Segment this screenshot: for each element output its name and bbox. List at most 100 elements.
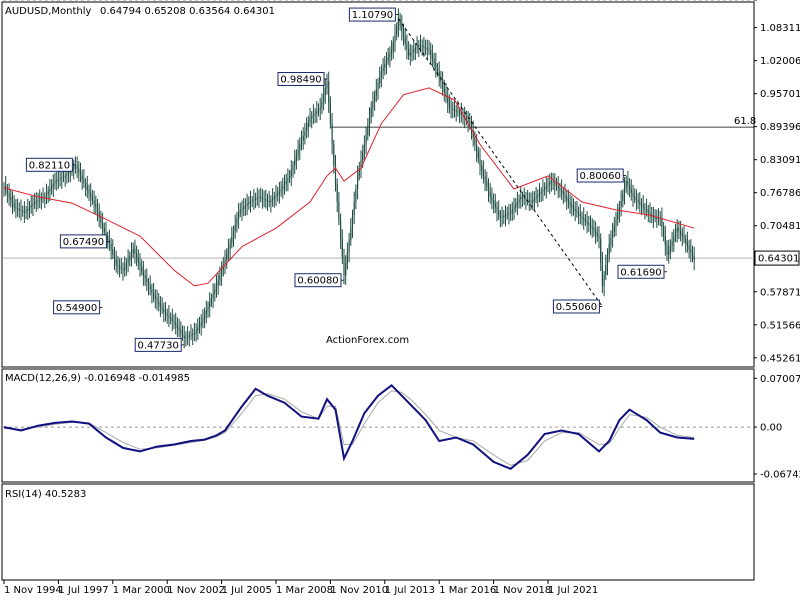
- price-bar-body: [552, 181, 554, 183]
- rsi-pane: RSI(14) 40.5283 10070300: [1, 0, 779, 581]
- price-bar-body: [423, 46, 425, 48]
- level-label: 1.10790: [352, 10, 393, 21]
- price-bar-body: [561, 189, 563, 192]
- price-bar-body: [66, 174, 68, 176]
- price-bar-body: [266, 200, 269, 202]
- time-tick-label: 1 Jul 2013: [385, 585, 435, 596]
- price-bar-body: [348, 240, 350, 252]
- price-bar-body: [419, 44, 422, 46]
- price-bar-body: [605, 264, 607, 276]
- price-bar-body: [606, 254, 609, 265]
- price-bar-body: [234, 224, 236, 231]
- price-bar-body: [584, 219, 586, 222]
- price-bar-body: [380, 71, 382, 78]
- price-bar-body: [691, 252, 694, 257]
- price-bar-body: [612, 231, 614, 238]
- price-bar-body: [673, 236, 675, 242]
- price-bar-body: [193, 333, 195, 334]
- price-bar-body: [532, 200, 534, 203]
- level-label-box: [25, 157, 73, 172]
- price-bar-body: [467, 119, 469, 122]
- price-bar-body: [232, 230, 235, 237]
- price-bar-body: [629, 185, 631, 189]
- price-axis-tick-label: 0.89396: [760, 122, 800, 133]
- price-bar-body: [408, 49, 410, 56]
- price-bar-body: [365, 135, 367, 145]
- price-pane: AUDUSD,Monthly 0.64794 0.65208 0.63564 0…: [1, 1, 800, 368]
- price-bar-body: [396, 26, 398, 35]
- price-bar-body: [78, 168, 80, 173]
- price-bar-body: [265, 199, 267, 201]
- price-bar-body: [523, 197, 525, 199]
- price-bar-body: [231, 236, 233, 244]
- price-bar-body: [686, 242, 688, 246]
- price-bar-body: [537, 195, 539, 197]
- price-bar-body: [630, 188, 632, 193]
- price-bar-body: [668, 250, 670, 255]
- price-bar-body: [557, 186, 559, 189]
- price-bar-body: [244, 205, 246, 208]
- price-bar-body: [328, 81, 330, 103]
- price-bar-body: [637, 200, 639, 203]
- price-bar-body: [98, 212, 100, 218]
- price-bar-body: [622, 194, 624, 201]
- price-bar-body: [181, 333, 184, 336]
- price-bar-body: [664, 236, 666, 246]
- price-bar-body: [544, 188, 546, 190]
- price-bar-body: [62, 176, 65, 178]
- price-bar-body: [10, 196, 12, 201]
- price-bar-body: [241, 209, 243, 211]
- price-bar-body: [487, 186, 490, 192]
- price-bar-body: [477, 151, 479, 159]
- price-bar-body: [572, 207, 575, 210]
- price-bar-body: [503, 216, 505, 218]
- price-bar-body: [375, 89, 377, 96]
- price-bar-body: [564, 194, 566, 197]
- price-bar-body: [311, 116, 313, 119]
- level-label-box: [294, 273, 342, 288]
- price-bar-body: [204, 314, 206, 319]
- price-bar-body: [30, 205, 32, 208]
- price-bar-body: [163, 309, 165, 313]
- price-bar-body: [81, 175, 83, 180]
- price-bar-body: [377, 83, 379, 90]
- price-bar-body: [205, 310, 207, 315]
- rsi-axis-tick-label: 0: [760, 0, 766, 3]
- price-bar-body: [222, 264, 224, 271]
- price-bar-body: [391, 50, 393, 54]
- price-axis-tick-label: 0.83091: [760, 155, 800, 166]
- price-bar-body: [195, 330, 197, 333]
- price-bar-body: [515, 204, 517, 208]
- price-bar-body: [260, 196, 262, 198]
- price-bar-body: [470, 123, 473, 131]
- price-bar-body: [595, 230, 597, 234]
- price-bar-body: [153, 292, 155, 297]
- price-bar-body: [32, 203, 34, 206]
- price-bar-body: [323, 94, 325, 102]
- price-bar-body: [166, 313, 168, 316]
- price-bar-body: [158, 301, 160, 305]
- price-bar-body: [413, 50, 415, 52]
- price-bar-body: [591, 226, 593, 229]
- price-bar-body: [368, 116, 371, 127]
- watermark: ActionForex.com: [326, 335, 409, 346]
- price-bar-body: [331, 123, 333, 145]
- macd-pane-frame: [1, 368, 755, 483]
- price-bar-body: [345, 263, 347, 276]
- price-bar-body: [280, 188, 282, 192]
- price-bar-body: [642, 205, 644, 208]
- macd-main-line: [3, 383, 695, 470]
- macd-pane: MACD(12,26,9) -0.016948 -0.014985 0.0700…: [1, 368, 800, 483]
- price-bar-body: [56, 180, 58, 182]
- level-label-box: [552, 299, 600, 314]
- price-bar-body: [392, 42, 394, 51]
- price-bar-body: [76, 165, 78, 169]
- level-label: 0.55060: [556, 302, 597, 313]
- price-bar-body: [465, 118, 467, 120]
- rsi-y-axis: 10070300: [754, 0, 779, 3]
- price-bar-body: [61, 177, 63, 179]
- price-bar-body: [569, 202, 571, 205]
- price-bar-body: [229, 243, 231, 250]
- price-bar-body: [394, 34, 396, 43]
- price-bar-body: [25, 210, 27, 213]
